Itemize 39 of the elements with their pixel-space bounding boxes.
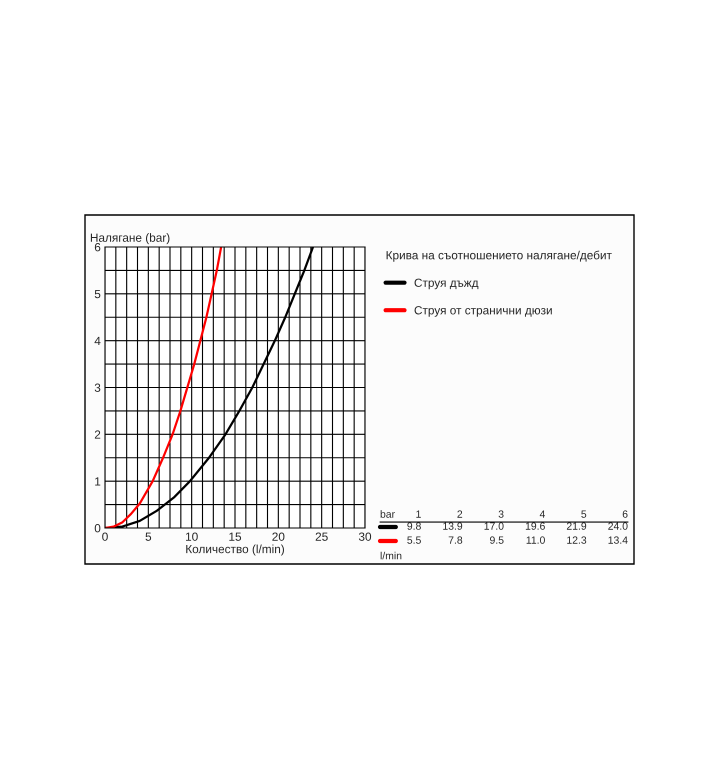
y-tick-label: 0: [94, 524, 100, 532]
y-tick-label: 2: [94, 430, 100, 439]
y-tick-label: 4: [94, 336, 100, 345]
x-tick-label: 10: [186, 532, 198, 541]
text: 11.0: [526, 536, 545, 544]
legend-label: Струя от странични дюзи: [414, 306, 552, 317]
x-tick-label: 25: [316, 532, 328, 541]
text: 13.4: [608, 536, 628, 544]
text: 12.3: [567, 536, 586, 544]
text: 9.8: [407, 522, 421, 530]
y-axis-title: Налягане (bar): [90, 233, 170, 244]
text: 3: [498, 510, 504, 518]
text: l/min: [380, 552, 402, 560]
x-axis-title: Количество (l/min): [186, 544, 284, 556]
legend-title: Крива на съотношението налягане/дебит: [386, 250, 612, 262]
x-tick-label: 15: [229, 532, 242, 541]
text: 21.9: [566, 522, 586, 530]
x-tick-label: 0: [102, 532, 108, 541]
text: 5: [581, 510, 586, 518]
text: 7.8: [448, 536, 462, 544]
text: 6: [622, 510, 628, 518]
y-tick-label: 6: [94, 243, 100, 252]
text: 19.6: [526, 522, 545, 530]
text: 9.5: [490, 536, 504, 544]
x-tick-label: 5: [146, 532, 152, 541]
text: bar: [380, 510, 395, 518]
text: 2: [457, 510, 462, 518]
legend-label: Струя дъжд: [414, 278, 478, 290]
y-tick-label: 3: [94, 384, 100, 392]
text: 1: [416, 510, 421, 518]
text: 24.0: [608, 522, 628, 530]
x-tick-label: 30: [358, 532, 372, 541]
text: 4: [540, 510, 546, 518]
y-tick-label: 1: [95, 477, 100, 486]
y-tick-label: 5: [94, 290, 100, 298]
text: 17.0: [484, 522, 504, 530]
text: 13.9: [443, 522, 462, 530]
text: 5.5: [407, 536, 421, 544]
x-tick-label: 20: [272, 532, 284, 541]
